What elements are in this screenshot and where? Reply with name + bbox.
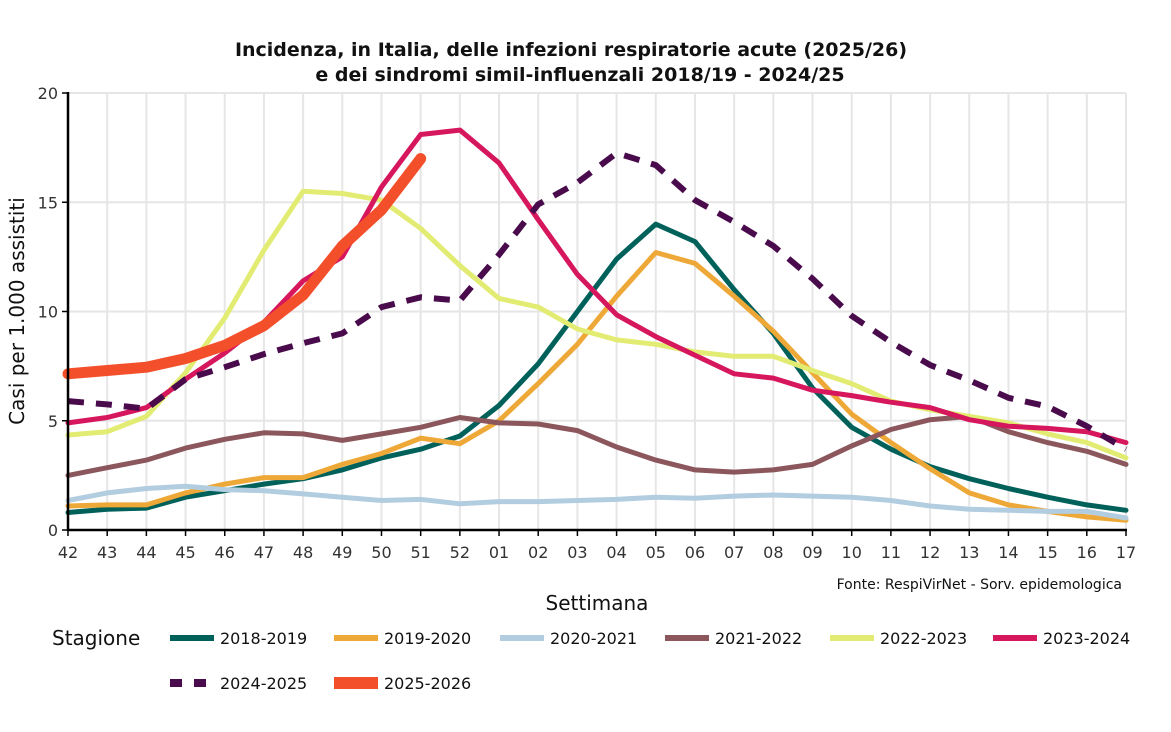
legend-item-2024-2025[interactable]: 2024-2025 bbox=[170, 674, 307, 693]
x-tick-label: 46 bbox=[215, 543, 235, 562]
legend-label: 2022-2023 bbox=[880, 629, 967, 648]
x-tick-label: 07 bbox=[724, 543, 744, 562]
legend-label: 2018-2019 bbox=[220, 629, 307, 648]
x-tick-label: 45 bbox=[175, 543, 195, 562]
x-tick-label: 04 bbox=[606, 543, 626, 562]
y-axis-title: Casi per 1.000 assistiti bbox=[5, 197, 29, 425]
y-tick-label: 0 bbox=[48, 521, 58, 540]
series-lines bbox=[62, 127, 1129, 523]
legend-label: 2019-2020 bbox=[384, 629, 471, 648]
x-tick-label: 02 bbox=[528, 543, 548, 562]
x-ticks: 42 43 44 45 46 47 48 49 50 51 52 01 02 03 04 05 06 07 08 09… bbox=[58, 530, 1136, 562]
y-tick-label: 20 bbox=[38, 84, 58, 103]
x-tick-label: 05 bbox=[646, 543, 666, 562]
x-tick-label: 06 bbox=[685, 543, 705, 562]
x-tick-label: 09 bbox=[802, 543, 822, 562]
y-tick-label: 5 bbox=[48, 412, 58, 431]
chart-title-line2: e dei sindromi simil-influenzali 2018/19… bbox=[315, 64, 844, 86]
source-note: Fonte: RespiVirNet - Sorv. epidemologica bbox=[837, 577, 1122, 593]
legend-item-2018-2019[interactable]: 2018-2019 bbox=[170, 629, 307, 648]
x-tick-label: 10 bbox=[842, 543, 862, 562]
x-tick-label: 15 bbox=[1037, 543, 1057, 562]
legend-item-2021-2022[interactable]: 2021-2022 bbox=[665, 629, 802, 648]
legend-item-2023-2024[interactable]: 2023-2024 bbox=[993, 629, 1130, 648]
x-tick-label: 11 bbox=[881, 543, 901, 562]
x-tick-label: 14 bbox=[998, 543, 1018, 562]
series-line-2019-2020 bbox=[65, 250, 1129, 523]
x-tick-label: 47 bbox=[254, 543, 274, 562]
x-tick-label: 52 bbox=[450, 543, 470, 562]
x-tick-label: 48 bbox=[293, 543, 313, 562]
series-line-2020-2021 bbox=[65, 483, 1129, 521]
y-tick-label: 15 bbox=[38, 193, 58, 212]
legend-item-2025-2026[interactable]: 2025-2026 bbox=[334, 674, 471, 693]
legend-item-2020-2021[interactable]: 2020-2021 bbox=[500, 629, 637, 648]
legend-label: 2025-2026 bbox=[384, 674, 471, 693]
legend-title: Stagione bbox=[52, 626, 140, 650]
legend: Stagione 2018-2019 2019-2020 2020-2021 2021… bbox=[52, 626, 1130, 693]
series-line-2025-2026 bbox=[62, 153, 427, 380]
x-tick-label: 51 bbox=[410, 543, 430, 562]
series-line-2018-2019 bbox=[65, 221, 1129, 515]
x-tick-label: 17 bbox=[1116, 543, 1136, 562]
x-tick-label: 03 bbox=[567, 543, 587, 562]
x-tick-label: 43 bbox=[97, 543, 117, 562]
series-line-2021-2022 bbox=[65, 413, 1129, 478]
y-ticks: 0 5 10 15 20 bbox=[38, 84, 68, 540]
x-tick-label: 12 bbox=[920, 543, 940, 562]
legend-item-2022-2023[interactable]: 2022-2023 bbox=[830, 629, 967, 648]
x-axis-title: Settimana bbox=[546, 591, 649, 615]
series-line-2024-2025 bbox=[67, 150, 1128, 452]
x-tick-label: 01 bbox=[489, 543, 509, 562]
legend-label: 2024-2025 bbox=[220, 674, 307, 693]
x-tick-label: 16 bbox=[1077, 543, 1097, 562]
legend-label: 2021-2022 bbox=[715, 629, 802, 648]
chart-title-line1: Incidenza, in Italia, delle infezioni re… bbox=[235, 39, 907, 61]
x-tick-label: 42 bbox=[58, 543, 78, 562]
x-tick-label: 44 bbox=[136, 543, 156, 562]
x-tick-label: 49 bbox=[332, 543, 352, 562]
legend-label: 2020-2021 bbox=[550, 629, 637, 648]
y-tick-label: 10 bbox=[38, 303, 58, 322]
legend-label: 2023-2024 bbox=[1043, 629, 1130, 648]
x-tick-label: 50 bbox=[371, 543, 391, 562]
x-tick-label: 08 bbox=[763, 543, 783, 562]
legend-item-2019-2020[interactable]: 2019-2020 bbox=[334, 629, 471, 648]
x-tick-label: 13 bbox=[959, 543, 979, 562]
